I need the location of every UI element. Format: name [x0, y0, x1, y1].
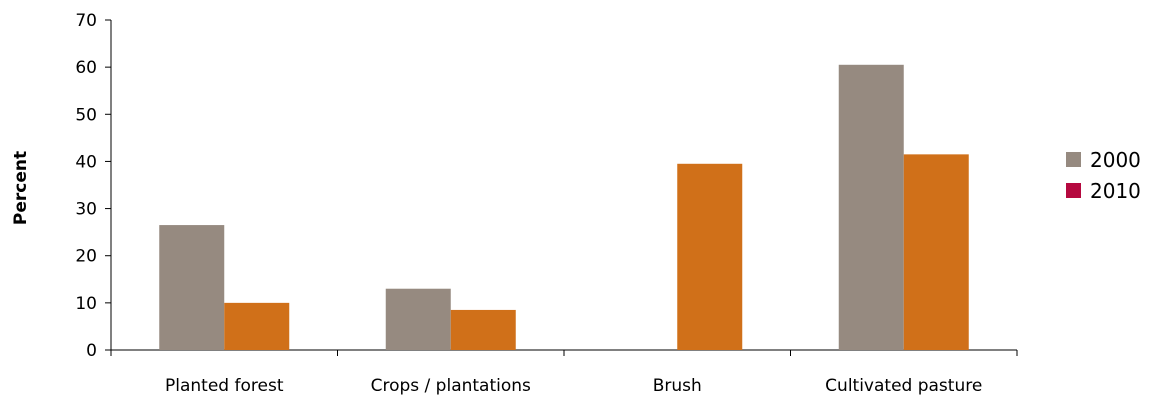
y-tick-label: 40 [75, 152, 97, 172]
x-tick-label: Crops / plantations [371, 376, 531, 396]
bar [838, 64, 904, 351]
y-tick-label: 30 [75, 200, 97, 220]
legend-swatch [1066, 152, 1081, 167]
bar [159, 225, 225, 350]
legend-label: 2000 [1090, 148, 1141, 172]
bars [159, 64, 969, 351]
bar [224, 302, 290, 350]
y-tick-label: 20 [75, 247, 97, 267]
y-tick-label: 10 [75, 294, 97, 314]
bar [385, 288, 451, 350]
legend-label: 2010 [1090, 179, 1141, 203]
y-tick-label: 70 [75, 11, 97, 31]
x-tick-label: Planted forest [165, 376, 284, 396]
y-axis-label: Percent [11, 151, 31, 225]
legend: 2000 2010 [1066, 148, 1141, 203]
y-tick-label: 50 [75, 105, 97, 125]
legend-swatch [1066, 183, 1081, 198]
y-tick-label: 0 [86, 341, 97, 361]
labels: 0 10 20 30 40 50 60 70 Planted forest Crops / pla… [75, 11, 982, 396]
y-tick-label: 60 [75, 58, 97, 78]
x-tick-label: Brush [653, 376, 702, 396]
bar [903, 154, 969, 350]
bar [450, 309, 516, 350]
x-tick-label: Cultivated pasture [825, 376, 982, 396]
bar [677, 163, 743, 350]
